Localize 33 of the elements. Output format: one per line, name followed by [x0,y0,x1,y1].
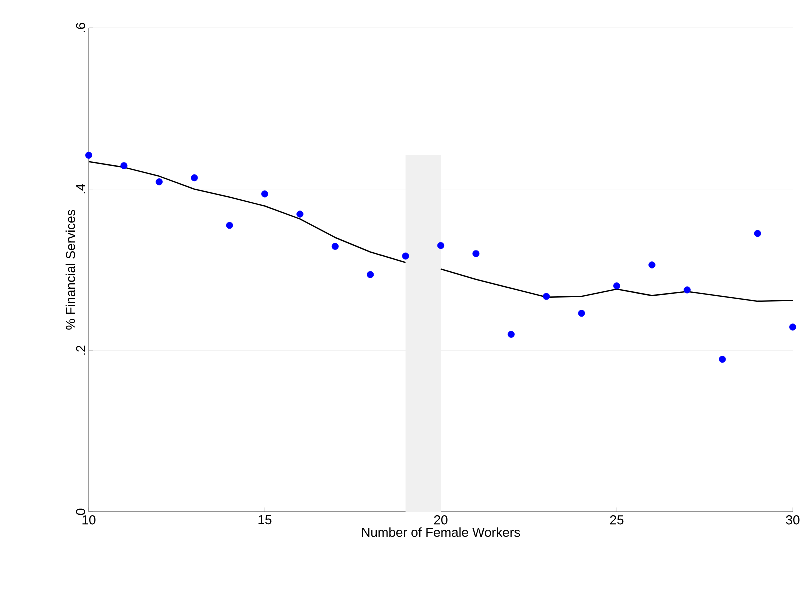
y-axis-title: % Financial Services [66,210,76,330]
point [191,174,198,182]
point [156,178,163,186]
x-axis-title: Number of Female Workers [362,528,520,538]
point [332,243,339,250]
point [226,222,234,230]
point [86,152,92,159]
line-series [440,268,794,302]
point [790,324,796,331]
y-tick-label: .6 [76,23,86,32]
point [719,356,726,364]
point [472,250,480,258]
x-tick-label: 15 [258,516,272,525]
y-tick-label: .2 [76,346,86,355]
point [508,331,515,338]
point [684,286,691,294]
point [367,271,374,278]
x-tick-label: 20 [434,516,448,525]
point [648,262,656,269]
point [296,210,304,218]
point [614,282,620,290]
point [120,162,128,170]
x-tick-label: 10 [82,516,96,525]
point [578,310,586,318]
y-tick-label: .4 [76,184,86,194]
point [754,230,762,238]
point [543,293,550,300]
point [438,242,444,250]
y-tick-label: 0 [76,508,86,516]
point [402,252,410,260]
x-tick-label: 25 [610,516,624,525]
point [262,190,268,198]
x-tick-label: 30 [786,516,800,525]
